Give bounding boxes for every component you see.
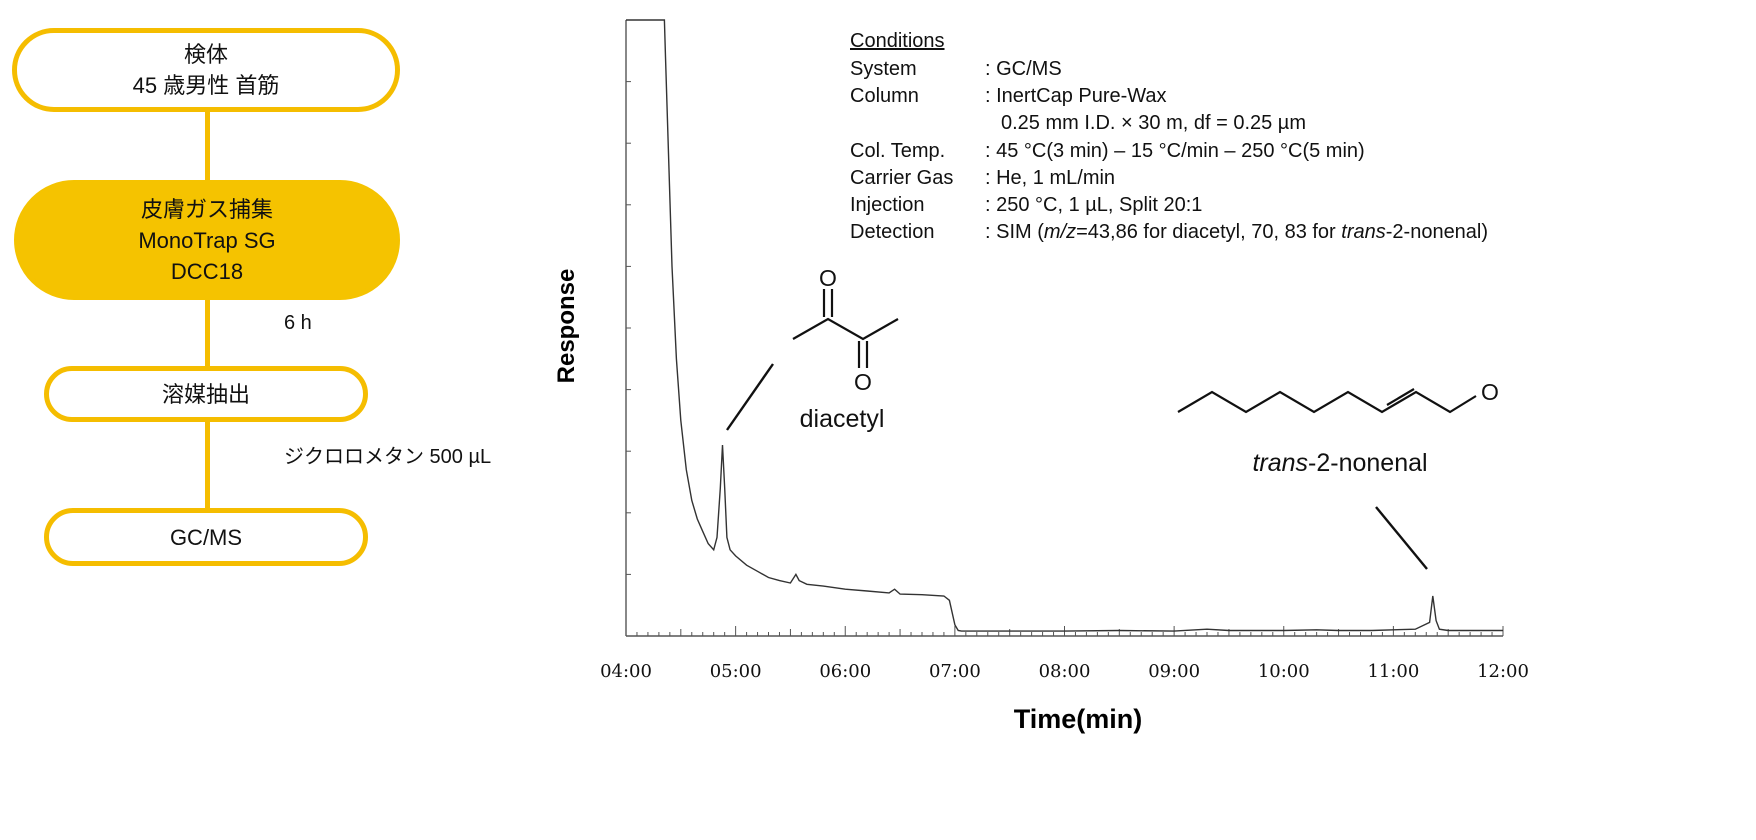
oxygen-atom-label: O — [1481, 379, 1499, 405]
nonenal-label: trans-2-nonenal — [1252, 449, 1427, 477]
oxygen-atom-label: O — [819, 265, 837, 291]
nonenal-label-rest: -2-nonenal — [1308, 449, 1428, 477]
x-tick-label: 06:00 — [819, 661, 871, 682]
condition-label: Detection — [850, 221, 935, 243]
condition-label: Column — [850, 85, 919, 107]
x-tick-label: 12:00 — [1477, 661, 1529, 682]
flow-connector — [205, 418, 210, 510]
condition-value: : 45 °C(3 min) – 15 °C/min – 250 °C(5 mi… — [985, 140, 1365, 162]
x-tick-label: 09:00 — [1148, 661, 1200, 682]
condition-label: Carrier Gas — [850, 167, 953, 189]
diacetyl-pointer — [726, 363, 774, 431]
y-axis-label: Response — [553, 269, 580, 384]
condition-label: Col. Temp. — [850, 140, 945, 162]
x-tick-label: 04:00 — [600, 661, 652, 682]
flow-connector — [205, 296, 210, 368]
nonenal-structure: O trans-2-nonenal — [1177, 379, 1499, 570]
specimen-label: 検体 — [183, 42, 228, 67]
x-axis-label: Time(min) — [1014, 704, 1143, 734]
condition-value: : SIM (m/z=43,86 for diacetyl, 70, 83 fo… — [985, 221, 1488, 243]
specimen-detail: 45 歳男性 首筋 — [132, 73, 280, 98]
collection-device: MonoTrap SG — [138, 227, 276, 253]
condition-value: : He, 1 mL/min — [985, 167, 1115, 189]
detection-part: : SIM ( — [985, 221, 1044, 243]
flow-step-extraction: 溶媒抽出 — [44, 366, 368, 422]
condition-value: : 250 °C, 1 µL, Split 20:1 — [985, 194, 1202, 216]
flow-step-specimen: 検体 45 歳男性 首筋 — [12, 28, 400, 112]
detection-part-italic: m/z — [1044, 221, 1076, 243]
flow-connector — [205, 110, 210, 186]
x-tick-label: 07:00 — [929, 661, 981, 682]
flow-step-collection: 皮膚ガス捕集 MonoTrap SG DCC18 — [14, 180, 400, 300]
diacetyl-label: diacetyl — [800, 405, 885, 433]
condition-label: Injection — [850, 194, 925, 216]
x-tick-label: 08:00 — [1039, 661, 1091, 682]
extraction-label: 溶媒抽出 — [161, 381, 250, 407]
detection-part: -2-nonenal) — [1386, 221, 1488, 243]
condition-value: : InertCap Pure-Wax — [985, 85, 1167, 107]
nonenal-label-italic: trans — [1252, 449, 1308, 477]
nonenal-pointer — [1375, 506, 1428, 570]
detection-part-italic: trans — [1341, 221, 1385, 243]
solvent-note: ジクロロメタン 500 µL — [284, 446, 492, 468]
diacetyl-structure: O O diacetyl — [726, 265, 899, 433]
collection-time: 6 h — [284, 312, 312, 334]
x-tick-label: 05:00 — [710, 661, 762, 682]
condition-value: 0.25 mm I.D. × 30 m, df = 0.25 µm — [1001, 112, 1306, 134]
oxygen-atom-label: O — [854, 369, 872, 395]
collection-device-model: DCC18 — [170, 258, 244, 284]
conditions-title: Conditions — [850, 30, 945, 52]
condition-value: : GC/MS — [985, 58, 1062, 80]
condition-label: System — [850, 58, 917, 80]
x-ticks: 04:00 05:00 06:00 07:00 08:00 09:00 10:00 11:00… — [600, 626, 1529, 682]
flow-step-analysis: GC/MS — [44, 508, 368, 566]
analysis-label: GC/MS — [169, 524, 243, 550]
y-ticks — [626, 19, 631, 575]
conditions-block: Conditions System : GC/MS Column : Inert… — [850, 30, 1488, 243]
collection-label: 皮膚ガス捕集 — [140, 196, 273, 222]
detection-part: =43,86 for diacetyl, 70, 83 for — [1076, 221, 1341, 243]
x-tick-label: 10:00 — [1258, 661, 1310, 682]
chromatogram-trace — [626, 19, 1503, 632]
x-tick-label: 11:00 — [1367, 661, 1419, 682]
